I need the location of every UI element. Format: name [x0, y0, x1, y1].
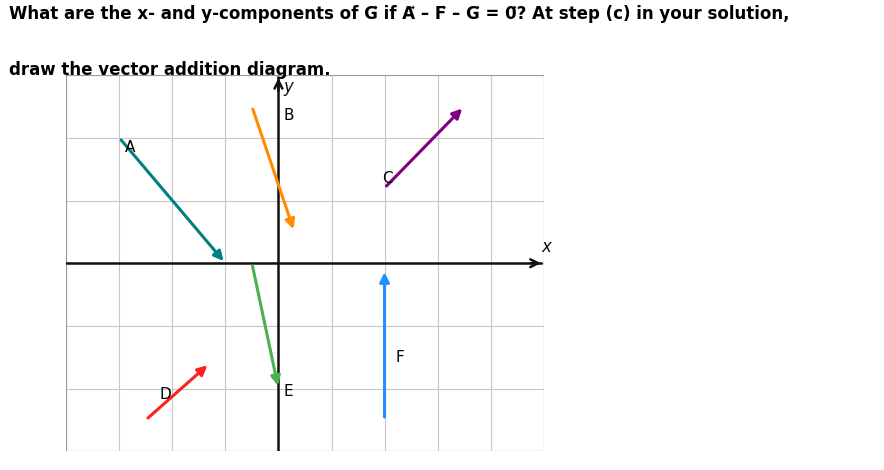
Text: What are the x- and y-components of G⃗ if A⃗ – F⃗ – G⃗ = 0⃗? At step (c) in your: What are the x- and y-components of G⃗ i…: [9, 5, 789, 23]
Text: B: B: [284, 109, 294, 124]
Text: C: C: [382, 171, 392, 186]
Text: E: E: [284, 384, 293, 399]
Text: D: D: [159, 387, 171, 402]
Text: A: A: [125, 140, 135, 155]
Text: draw the vector addition diagram.: draw the vector addition diagram.: [9, 61, 331, 79]
Text: x: x: [541, 238, 551, 256]
Text: y: y: [284, 78, 293, 96]
Text: F: F: [395, 350, 404, 365]
